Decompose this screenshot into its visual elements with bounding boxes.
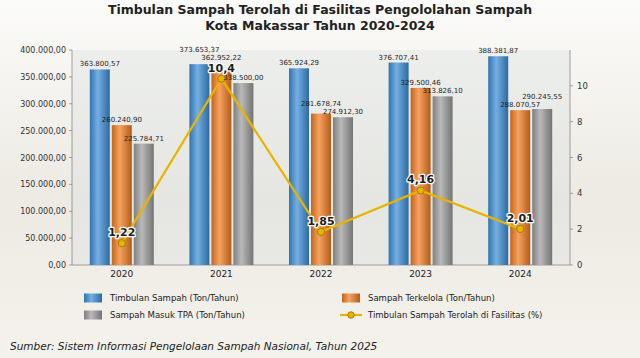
y-tick-label: 0,00 xyxy=(48,261,66,270)
x-tick-label: 2021 xyxy=(210,269,233,279)
legend: Timbulan Sampah (Ton/Tahun) Sampah Terkel… xyxy=(84,293,542,320)
subtitle: Kota Makassar Tahun 2020-2024 xyxy=(205,18,435,33)
background xyxy=(0,0,640,358)
marker xyxy=(417,187,424,194)
y2-tick-label: 10 xyxy=(577,81,588,91)
data-label: 290.245,55 xyxy=(522,93,562,101)
plot-area xyxy=(72,50,570,265)
bar xyxy=(211,70,231,265)
y-tick-label: 400.000,00 xyxy=(20,46,66,55)
x-tick-label: 2024 xyxy=(509,269,532,279)
marker xyxy=(118,240,125,247)
y2-tick-label: 4 xyxy=(577,188,582,198)
data-label: 260.240,90 xyxy=(102,116,142,124)
data-label: 313.826,10 xyxy=(423,87,463,95)
y2-tick-label: 0 xyxy=(577,260,582,270)
y2-tick xyxy=(570,229,573,230)
bar xyxy=(233,83,253,265)
data-label: 274.912,30 xyxy=(323,108,363,116)
legend-label: Timbulan Sampah (Ton/Tahun) xyxy=(109,293,239,303)
data-label: 225.784,71 xyxy=(124,135,164,143)
data-label: 376.707,41 xyxy=(379,54,419,62)
data-label: 4,16 xyxy=(407,173,434,186)
y2-tick-label: 6 xyxy=(577,153,582,163)
y2-tick xyxy=(570,157,573,158)
bar xyxy=(90,69,110,265)
data-label: 1,22 xyxy=(108,226,135,239)
y2-tick-label: 2 xyxy=(577,224,582,234)
y-tick xyxy=(69,103,72,104)
y-tick-label: 350.000,00 xyxy=(20,73,66,82)
x-tick-label: 2022 xyxy=(310,269,333,279)
y2-tick xyxy=(570,193,573,194)
data-label: 288.070,57 xyxy=(500,101,540,109)
data-label: 373.653,37 xyxy=(179,46,219,54)
y-tick xyxy=(69,265,72,266)
bar xyxy=(112,125,132,265)
y-tick xyxy=(69,76,72,77)
x-tick-label: 2020 xyxy=(110,269,133,279)
data-label: 329.500,46 xyxy=(401,79,442,87)
data-label: 365.924,29 xyxy=(279,59,319,67)
y-tick xyxy=(69,157,72,158)
data-label: 281.678,74 xyxy=(301,100,342,108)
legend-swatch xyxy=(342,294,360,303)
source-note: Sumber: Sistem Informasi Pengelolaan Sam… xyxy=(10,340,378,352)
y-tick-label: 250.000,00 xyxy=(20,127,66,136)
y2-tick xyxy=(570,121,573,122)
chart-svg: Timbulan Sampah Terolah di Fasilitas Pen… xyxy=(0,0,640,358)
bar xyxy=(289,68,309,265)
data-label: 388.381,87 xyxy=(478,47,518,55)
data-label: 10,4 xyxy=(208,62,235,75)
data-label: 338.500,00 xyxy=(223,74,263,82)
bar xyxy=(532,109,552,265)
data-labels: 363.800,57 373.653,37 365.924,29 376.707,41… xyxy=(80,46,562,239)
y-tick xyxy=(69,238,72,239)
legend-label: Sampah Masuk TPA (Ton/Tahun) xyxy=(110,310,245,320)
legend-label: Sampah Terkelola (Ton/Tahun) xyxy=(368,293,495,303)
bar xyxy=(333,117,353,265)
marks xyxy=(90,56,552,265)
y-tick-label: 100.000,00 xyxy=(20,207,66,216)
legend-swatch xyxy=(84,294,102,303)
y2-tick xyxy=(570,85,573,86)
data-label: 1,85 xyxy=(307,215,334,228)
title: Timbulan Sampah Terolah di Fasilitas Pen… xyxy=(108,2,532,17)
marker xyxy=(317,228,324,235)
bar xyxy=(189,64,209,265)
y2-tick xyxy=(570,265,573,266)
legend-label: Timbulan Sampah Terolah di Fasilitas (%) xyxy=(367,310,542,320)
y-tick xyxy=(69,211,72,212)
y-tick xyxy=(69,50,72,51)
data-label: 363.800,57 xyxy=(80,60,120,68)
y-tick-label: 50.000,00 xyxy=(25,234,66,243)
bar xyxy=(488,56,508,265)
marker xyxy=(517,225,524,232)
line xyxy=(122,79,520,243)
legend-swatch xyxy=(84,311,102,320)
data-label: 362.952,22 xyxy=(201,54,241,62)
bar xyxy=(311,114,331,265)
bar xyxy=(433,96,453,265)
x-tick-label: 2023 xyxy=(409,269,432,279)
y-tick-label: 200.000,00 xyxy=(20,154,66,163)
bar xyxy=(510,110,530,265)
bar xyxy=(389,63,409,265)
y-tick-label: 300.000,00 xyxy=(20,100,66,109)
legend-swatch xyxy=(348,312,354,318)
y-tick xyxy=(69,184,72,185)
y-tick xyxy=(69,130,72,131)
y2-tick-label: 8 xyxy=(577,117,582,127)
data-label: 2,01 xyxy=(507,212,534,225)
bar xyxy=(134,144,154,265)
y-tick-label: 150.000,00 xyxy=(20,180,66,189)
